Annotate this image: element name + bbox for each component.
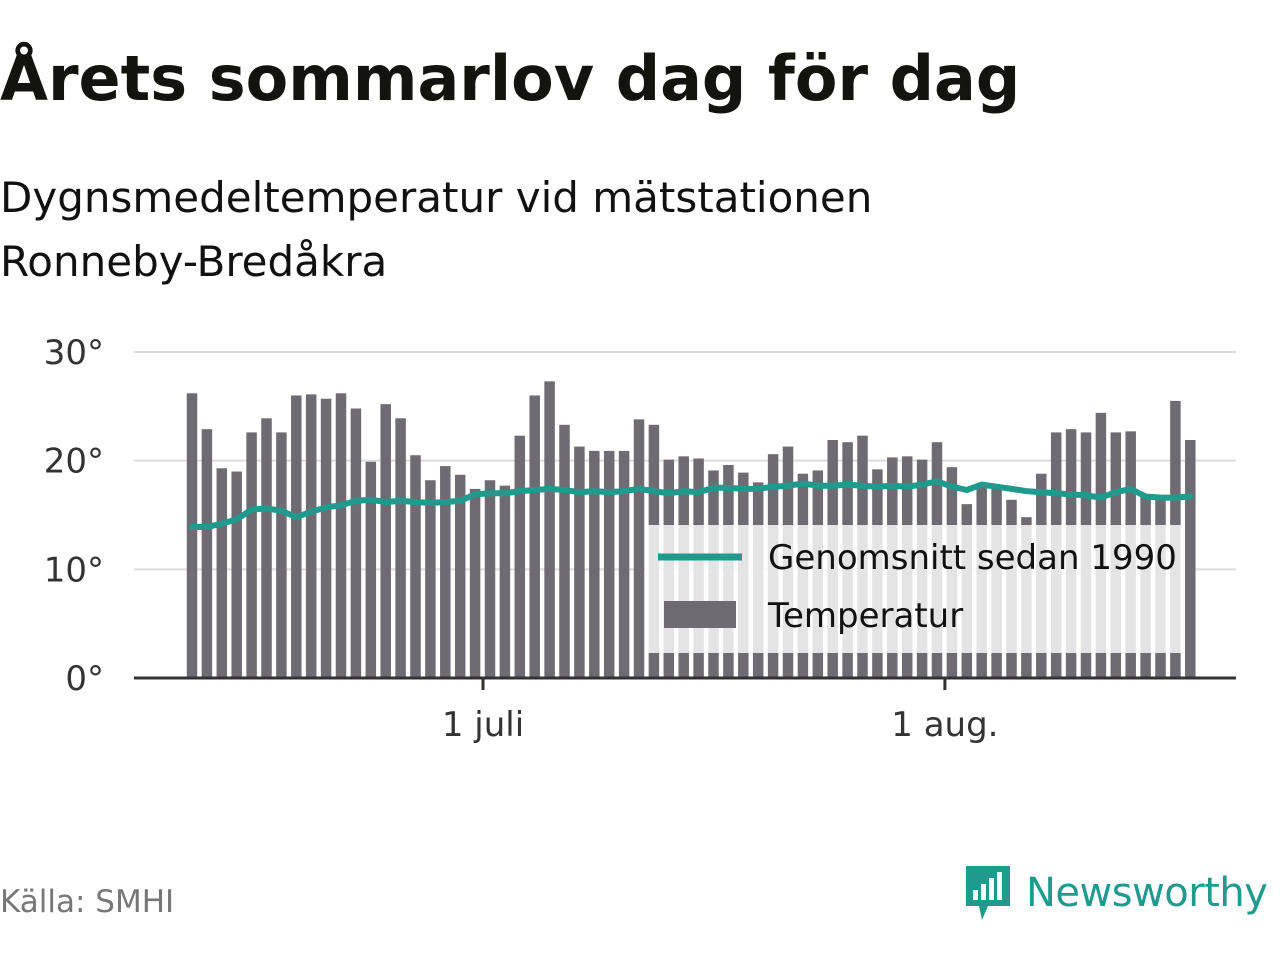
legend-background xyxy=(645,525,1185,653)
temperature-bar xyxy=(469,488,481,678)
temperature-bar xyxy=(633,419,645,678)
temperature-bar xyxy=(231,471,242,678)
chart-subtitle: Dygnsmedeltemperatur vid mätstationen Ro… xyxy=(0,166,872,294)
legend-label-average: Genomsnitt sedan 1990 xyxy=(768,538,1177,578)
temperature-bar xyxy=(305,394,317,678)
y-tick-label: 30° xyxy=(44,333,104,373)
temperature-bar xyxy=(216,468,228,678)
temperature-bar xyxy=(291,395,302,678)
temperature-bar xyxy=(320,398,332,678)
chart-legend: Genomsnitt sedan 1990 Temperatur xyxy=(645,525,1185,653)
temperature-bar xyxy=(350,408,362,678)
temperature-bar xyxy=(440,466,451,678)
temperature-bar xyxy=(529,395,540,678)
y-axis-ticks: 0° 10° 20° 30° xyxy=(44,333,104,699)
brand-name: Newsworthy xyxy=(1026,870,1268,916)
temperature-bar xyxy=(410,455,421,678)
temperature-bar xyxy=(454,474,466,678)
temperature-bar xyxy=(380,404,391,678)
y-tick-label: 0° xyxy=(65,659,104,699)
temperature-bar xyxy=(514,435,526,678)
temperature-bar xyxy=(186,393,198,678)
temperature-bar xyxy=(603,450,615,678)
temperature-bar xyxy=(499,485,511,678)
temperature-bar xyxy=(544,381,555,678)
subtitle-line-2: Ronneby-Bredåkra xyxy=(0,237,388,286)
temperature-bar xyxy=(574,446,585,678)
temperature-bar xyxy=(1185,440,1196,678)
average-temperature-line xyxy=(189,478,1194,530)
brand-logo: Newsworthy xyxy=(962,862,1268,924)
temperature-bar xyxy=(276,432,287,678)
y-tick-label: 20° xyxy=(44,442,104,482)
x-tick-label: 1 juli xyxy=(442,705,524,745)
chart-title: Årets sommarlov dag för dag xyxy=(0,42,1021,115)
legend-label-temperature: Temperatur xyxy=(767,596,963,636)
temperature-bar xyxy=(589,450,600,678)
temperature-bar xyxy=(618,450,630,678)
temperature-bar xyxy=(395,418,406,678)
temperature-bar xyxy=(261,418,272,678)
chart-bubble-icon xyxy=(966,866,1010,920)
average-line-group xyxy=(189,478,1194,530)
temperature-bar xyxy=(365,461,377,678)
temperature-bar xyxy=(246,432,257,678)
temperature-chart: 0° 10° 20° 30° 1 juli 1 aug. Genomsnitt seda… xyxy=(44,333,1236,745)
x-tick-label: 1 aug. xyxy=(891,705,998,745)
temperature-bar xyxy=(201,429,213,678)
source-note: Källa: SMHI xyxy=(0,884,175,920)
y-tick-label: 10° xyxy=(44,550,104,590)
temperature-bar xyxy=(484,480,496,678)
temperature-bar xyxy=(425,480,436,678)
temperature-bar xyxy=(335,393,347,678)
legend-bar-swatch xyxy=(664,601,736,628)
x-axis-ticks: 1 juli 1 aug. xyxy=(442,678,999,745)
subtitle-line-1: Dygnsmedeltemperatur vid mätstationen xyxy=(0,173,873,222)
temperature-bar xyxy=(559,424,570,678)
